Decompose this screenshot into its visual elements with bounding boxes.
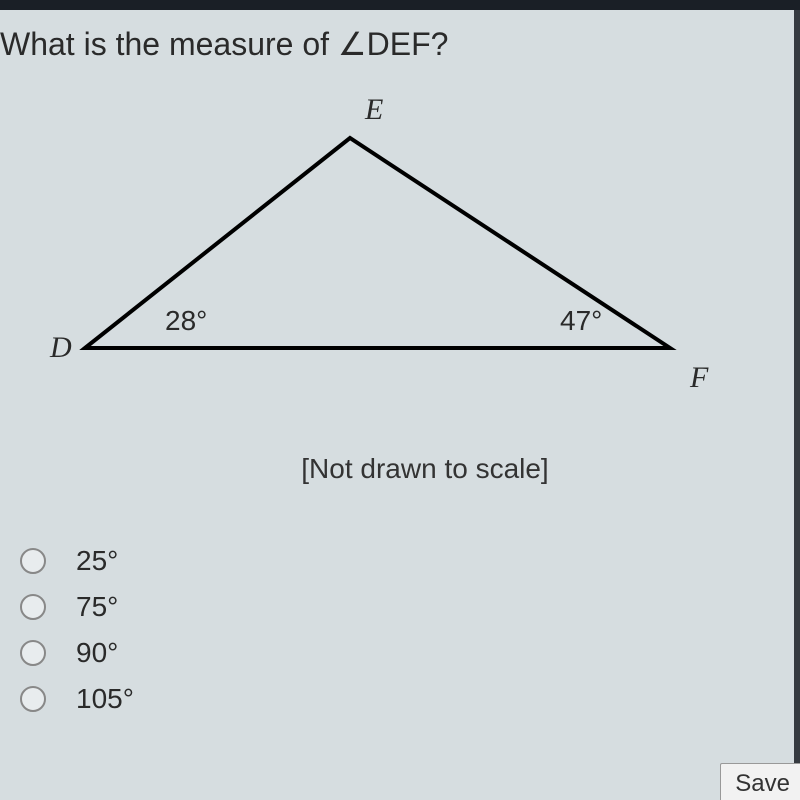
option-row[interactable]: 90° [20,637,800,669]
save-button[interactable]: Save [720,763,800,800]
question-text: What is the measure of ∠DEF? [0,25,800,63]
not-drawn-note: [Not drawn to scale] [50,453,800,485]
vertex-label-e: E [365,93,383,127]
triangle-shape [50,123,750,403]
radio-button[interactable] [20,686,46,712]
vertex-label-d: D [50,331,72,365]
triangle-diagram: E D F 28° 47° [50,93,750,413]
radio-button[interactable] [20,594,46,620]
option-row[interactable]: 25° [20,545,800,577]
radio-button[interactable] [20,548,46,574]
option-label: 25° [76,545,118,577]
option-label: 90° [76,637,118,669]
content-area: What is the measure of ∠DEF? E D F 28° 4… [0,10,800,715]
option-label: 75° [76,591,118,623]
top-dark-border [0,0,800,10]
vertex-label-f: F [690,361,708,395]
right-dark-border [794,10,800,775]
radio-button[interactable] [20,640,46,666]
options-container: 25° 75° 90° 105° [20,545,800,715]
option-row[interactable]: 105° [20,683,800,715]
option-row[interactable]: 75° [20,591,800,623]
angle-label-d: 28° [165,305,207,337]
option-label: 105° [76,683,134,715]
angle-label-f: 47° [560,305,602,337]
